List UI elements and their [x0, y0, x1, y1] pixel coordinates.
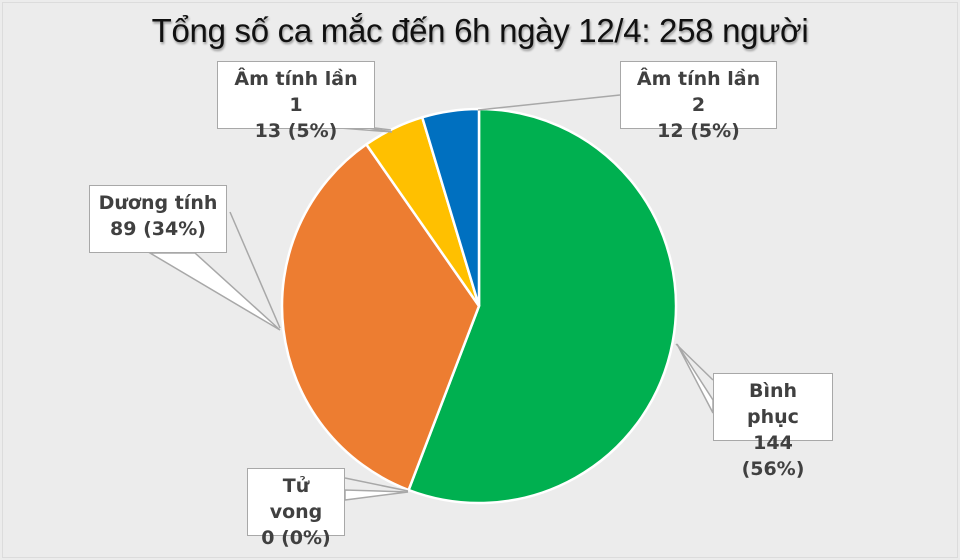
callout-pointer: [344, 489, 409, 501]
callout-am-tinh-lan-1: Âm tính lần 1 13 (5%): [217, 61, 375, 142]
leader-line: [344, 477, 409, 492]
pie-slice-dương-tính: [280, 142, 481, 492]
label-name: Âm tính lần 2: [636, 68, 761, 116]
callout-tu-vong: Tử vong 0 (0%): [247, 468, 345, 549]
pie-slice-âm-tính-lần-2: [420, 107, 481, 307]
label-value: 144 (56%): [741, 432, 805, 480]
label-name: Tử vong: [269, 475, 323, 523]
leader-line: [675, 343, 714, 381]
chart-title: Tổng số ca mắc đến 6h ngày 12/4: 258 ngư…: [151, 12, 809, 49]
label-name: Dương tính: [98, 192, 218, 214]
callout-duong-tinh: Dương tính 89 (34%): [89, 185, 227, 253]
callout-pointer: [147, 252, 281, 331]
label-value: 12 (5%): [657, 120, 740, 142]
label-name: Bình phục: [747, 380, 799, 428]
label-value: 0 (0%): [261, 527, 331, 549]
callout-binh-phuc: Bình phục 144 (56%): [713, 373, 833, 480]
label-name: Âm tính lần 1: [234, 68, 358, 116]
callout-am-tinh-lan-2: Âm tính lần 2 12 (5%): [620, 61, 777, 142]
callout-pointer: [676, 343, 714, 414]
label-value: 13 (5%): [254, 120, 338, 142]
leader-line: [229, 211, 281, 329]
leader-line: [477, 94, 621, 111]
pie-slice-bình-phục: [407, 107, 678, 505]
leader-line: [374, 127, 392, 131]
label-value: 89 (34%): [110, 218, 206, 240]
